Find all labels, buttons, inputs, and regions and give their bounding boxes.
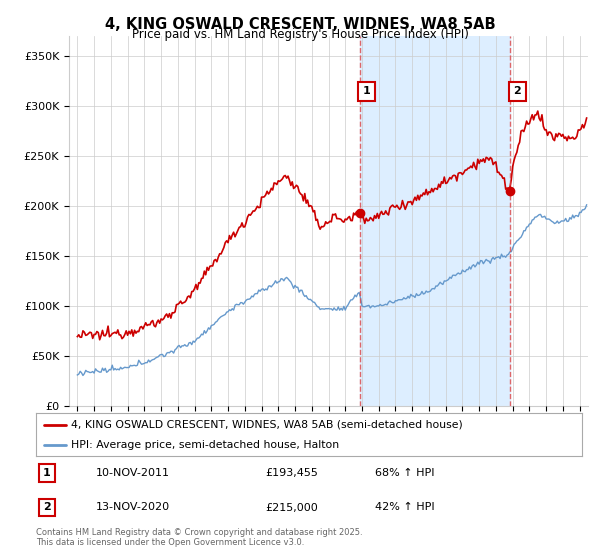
Text: Contains HM Land Registry data © Crown copyright and database right 2025.
This d: Contains HM Land Registry data © Crown c… <box>36 528 362 547</box>
Bar <box>360 36 511 406</box>
Text: 4, KING OSWALD CRESCENT, WIDNES, WA8 5AB (semi-detached house): 4, KING OSWALD CRESCENT, WIDNES, WA8 5AB… <box>71 420 463 430</box>
Text: 2: 2 <box>514 86 521 96</box>
Text: Price paid vs. HM Land Registry's House Price Index (HPI): Price paid vs. HM Land Registry's House … <box>131 28 469 41</box>
Text: £193,455: £193,455 <box>265 468 318 478</box>
Text: 1: 1 <box>43 468 51 478</box>
Text: £215,000: £215,000 <box>265 502 318 512</box>
Text: 68% ↑ HPI: 68% ↑ HPI <box>374 468 434 478</box>
Text: HPI: Average price, semi-detached house, Halton: HPI: Average price, semi-detached house,… <box>71 441 340 450</box>
Text: 1: 1 <box>362 86 370 96</box>
Text: 13-NOV-2020: 13-NOV-2020 <box>96 502 170 512</box>
Text: 10-NOV-2011: 10-NOV-2011 <box>96 468 170 478</box>
Text: 42% ↑ HPI: 42% ↑ HPI <box>374 502 434 512</box>
Text: 2: 2 <box>43 502 51 512</box>
Text: 4, KING OSWALD CRESCENT, WIDNES, WA8 5AB: 4, KING OSWALD CRESCENT, WIDNES, WA8 5AB <box>104 17 496 32</box>
